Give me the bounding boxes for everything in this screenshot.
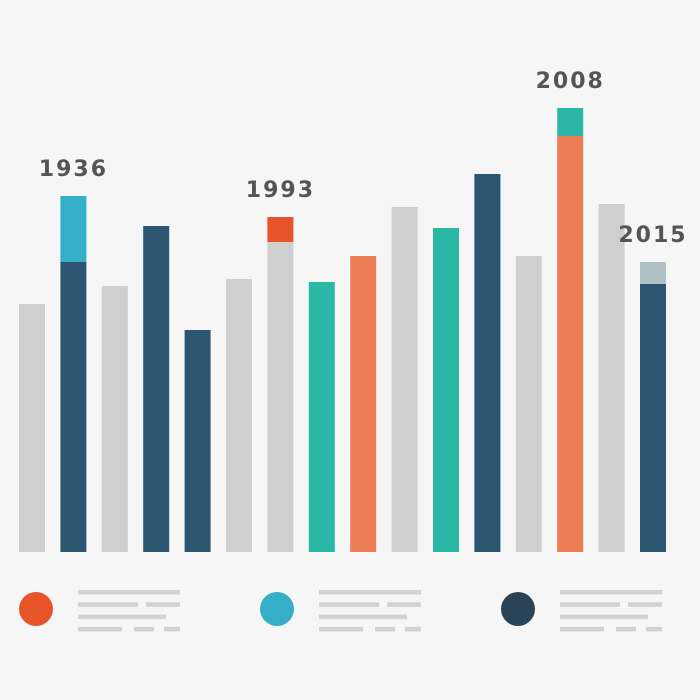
legend-text-line [319, 590, 421, 595]
bar-15 [598, 204, 625, 552]
bar-16 [640, 284, 666, 552]
bar-9 [350, 256, 377, 552]
legend-text-line [616, 626, 636, 632]
legend-text-line [560, 590, 662, 595]
bar-label-1936: 1936 [39, 157, 108, 182]
legend-text-line [78, 590, 180, 595]
legend-text-line [78, 626, 122, 632]
legend-text-line [78, 614, 166, 620]
bar-8 [308, 282, 335, 552]
bar-label-2008: 2008 [536, 69, 605, 94]
legend-marker-1 [19, 592, 53, 626]
legend-text-line [164, 626, 180, 632]
bar-14 [557, 136, 584, 552]
legend-text-line [387, 602, 421, 607]
legend-text-line [560, 614, 648, 620]
legend-text-line [405, 626, 421, 632]
legend-text-line [78, 602, 138, 607]
bar-4 [143, 226, 170, 552]
bar-2 [60, 262, 87, 552]
bar-10 [391, 207, 418, 552]
legend-text-line [560, 626, 604, 632]
bar-16-cap [640, 262, 666, 284]
bar-2-cap [60, 196, 87, 262]
bar-12 [474, 174, 501, 552]
legend-text-line [628, 602, 662, 607]
bar-series [19, 108, 666, 552]
legend-marker-2 [260, 592, 294, 626]
legend [19, 590, 662, 632]
bar-13 [515, 256, 542, 552]
bar-14-cap [557, 108, 584, 136]
legend-marker-3 [501, 592, 535, 626]
legend-text-line [560, 602, 620, 607]
legend-text-line [319, 602, 379, 607]
legend-text-line [646, 626, 662, 632]
legend-text-line [375, 626, 395, 632]
bar-7 [267, 242, 294, 552]
bar-6 [226, 279, 252, 552]
legend-text-line [319, 614, 407, 620]
legend-text-line [134, 626, 154, 632]
bar-1 [19, 304, 45, 552]
bar-labels: 1936 1993 2008 2015 [39, 69, 687, 248]
legend-text-line [319, 626, 363, 632]
bar-label-2015: 2015 [618, 223, 687, 248]
bar-11 [433, 228, 459, 552]
legend-text-line [146, 602, 180, 607]
bar-3 [101, 286, 128, 552]
bar-7-cap [267, 217, 294, 242]
bar-label-1993: 1993 [246, 178, 315, 203]
bar-5 [184, 330, 211, 552]
